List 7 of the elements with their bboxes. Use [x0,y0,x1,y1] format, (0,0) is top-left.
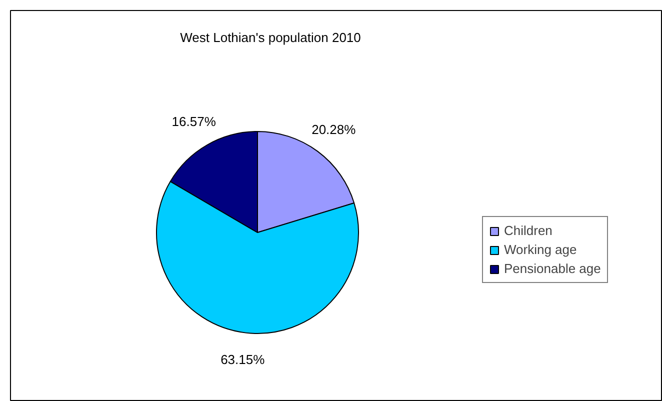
data-label: 63.15% [220,352,266,368]
legend-label: Pensionable age [504,261,601,276]
data-label: 20.28% [312,122,356,138]
chart-title: West Lothian's population 2010 [180,30,361,45]
legend-label: Children [504,223,552,238]
data-label: 16.57% [172,114,216,129]
legend-label: Working age [504,242,577,257]
